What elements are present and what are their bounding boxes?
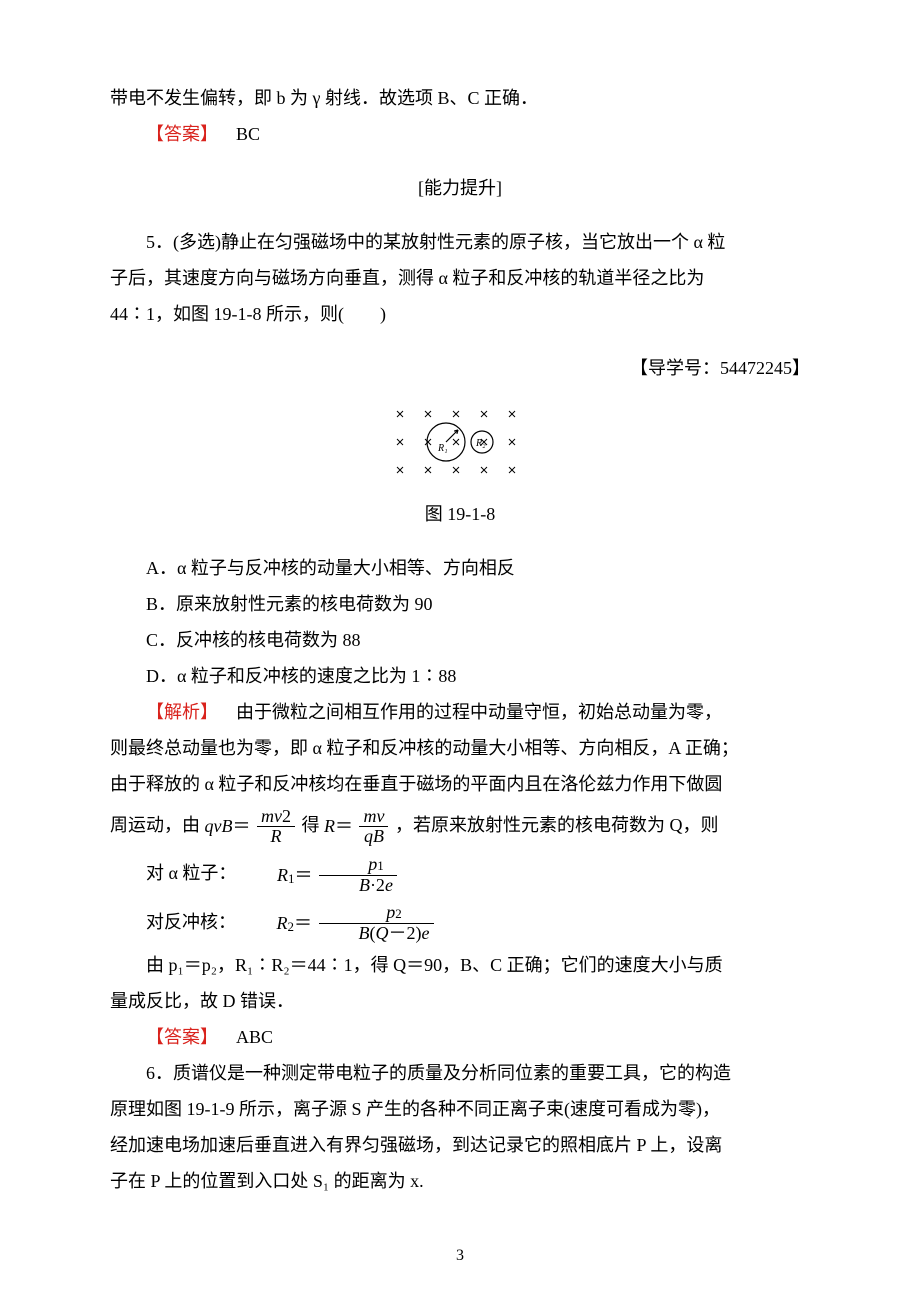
q5-concl-a-mid: p₁＝p₂，R₁∶R₂＝44∶1，得 Q＝90，B、C 正确；它们的速度大小与质: [169, 955, 723, 975]
q6-line2: 原理如图 19-1-9 所示，离子源 S 产生的各种不同正离子束(速度可看成为零…: [110, 1091, 810, 1127]
formula-R: R＝: [324, 803, 353, 850]
formula-R2: R2＝: [241, 900, 313, 947]
q5-expl-d-pre: 周运动，由: [110, 815, 205, 835]
q5-option-D: D．α 粒子和反冲核的速度之比为 1∶88: [110, 658, 810, 694]
q5-expl-a: 由于微粒之间相互作用的过程中动量守恒，初始总动量为零，: [236, 702, 722, 722]
answer-5-value: ABC: [236, 1027, 273, 1047]
q5-option-B: B．原来放射性元素的核电荷数为 90: [110, 586, 810, 622]
answer-4-value: BC: [236, 124, 260, 144]
q5-expl-b: 则最终总动量也为零，即 α 粒子和反冲核的动量大小相等、方向相反，A 正确；: [110, 730, 810, 766]
q5-recoil-line: 对反冲核： R2＝ p2 B(Q－2)e: [110, 899, 810, 947]
q5-expl-d-mid: 得: [301, 815, 324, 835]
q5-expl-c: 由于释放的 α 粒子和反冲核均在垂直于磁场的平面内且在洛伦兹力作用下做圆: [110, 766, 810, 802]
frac-mv2-R: mv2 R: [257, 807, 295, 848]
q5-expl-d: 周运动，由 qvB＝ mv2 R 得 R＝ mv qB ，若原来放射性元素的核电…: [110, 802, 810, 850]
svg-text:R₂: R₂: [475, 438, 486, 449]
prev-continuation: 带电不发生偏转，即 b 为 γ 射线．故选项 B、C 正确．: [110, 80, 810, 116]
q5-expl-d-post: ，若原来放射性元素的核电荷数为 Q，则: [395, 815, 719, 835]
q5-alpha-pre: 对 α 粒子：: [146, 863, 236, 883]
answer-5: 【答案】 ABC: [110, 1019, 810, 1055]
guide-number: 【导学号：54472245】: [110, 350, 810, 386]
q5-recoil-pre: 对反冲核：: [146, 912, 236, 932]
figure-caption: 图 19-1-8: [110, 496, 810, 532]
q6-line4: 子在 P 上的位置到入口处 S₁ 的距离为 x.: [110, 1163, 810, 1199]
q6-line3: 经加速电场加速后垂直进入有界匀强磁场，到达记录它的照相底片 P 上，设离: [110, 1127, 810, 1163]
section-heading: [能力提升]: [110, 170, 810, 206]
figure-19-1-8: R₁ R₂: [110, 404, 810, 492]
q5-line1: 5．(多选)静止在匀强磁场中的某放射性元素的原子核，当它放出一个 α 粒: [110, 224, 810, 260]
q5-concl-b: 量成反比，故 D 错误．: [110, 983, 810, 1019]
q5-option-A: A．α 粒子与反冲核的动量大小相等、方向相反: [110, 550, 810, 586]
frac-mv-qB: mv qB: [359, 807, 388, 848]
page: 带电不发生偏转，即 b 为 γ 射线．故选项 B、C 正确． 【答案】 BC […: [0, 0, 920, 1302]
q6-line1: 6．质谱仪是一种测定带电粒子的质量及分析同位素的重要工具，它的构造: [110, 1055, 810, 1091]
formula-qvB: qvB＝: [205, 803, 251, 850]
formula-R1: R1＝: [241, 852, 313, 899]
svg-text:R₁: R₁: [437, 443, 448, 454]
q5-option-C: C．反冲核的核电荷数为 88: [110, 622, 810, 658]
answer-label-5: 【答案】: [146, 1027, 218, 1047]
q5-alpha-line: 对 α 粒子： R1＝ p1 B·2e: [110, 850, 810, 898]
q5-analysis-1: 【解析】 由于微粒之间相互作用的过程中动量守恒，初始总动量为零，: [110, 694, 810, 730]
q5-line2: 子后，其速度方向与磁场方向垂直，测得 α 粒子和反冲核的轨道半径之比为: [110, 260, 810, 296]
analysis-label: 【解析】: [146, 702, 218, 722]
answer-label: 【答案】: [146, 124, 218, 144]
frac-p1: p1 B·2e: [319, 855, 397, 896]
figure-svg: R₁ R₂: [380, 404, 540, 480]
q5-line3: 44∶1，如图 19-1-8 所示，则( ): [110, 296, 810, 332]
q5-concl-a: 由 p₁＝p₂，R₁∶R₂＝44∶1，得 Q＝90，B、C 正确；它们的速度大小…: [110, 947, 810, 983]
frac-p2: p2 B(Q－2)e: [319, 903, 434, 944]
answer-4: 【答案】 BC: [110, 116, 810, 152]
page-number: 3: [0, 1240, 920, 1272]
q5-concl-a-pre: 由: [146, 955, 169, 975]
